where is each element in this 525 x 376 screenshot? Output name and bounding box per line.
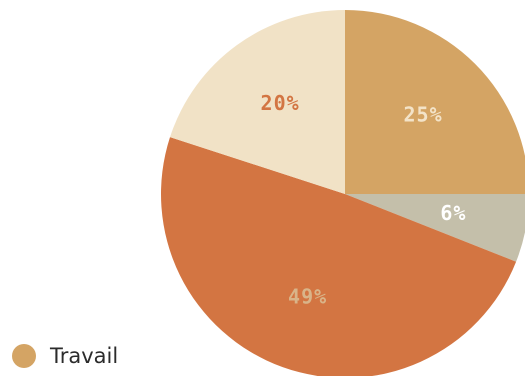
- slice-label: 6%: [440, 201, 466, 225]
- legend-swatch: [12, 344, 36, 368]
- slice-label: 20%: [261, 91, 300, 115]
- legend: Travail: [12, 344, 118, 368]
- pie-slice: [170, 10, 345, 194]
- pie-slice: [345, 194, 525, 262]
- pie-slice: [345, 10, 525, 194]
- slice-label: 25%: [404, 102, 443, 126]
- legend-label: Travail: [50, 344, 119, 368]
- slice-label: 49%: [288, 284, 327, 308]
- pie-slice: [161, 137, 517, 376]
